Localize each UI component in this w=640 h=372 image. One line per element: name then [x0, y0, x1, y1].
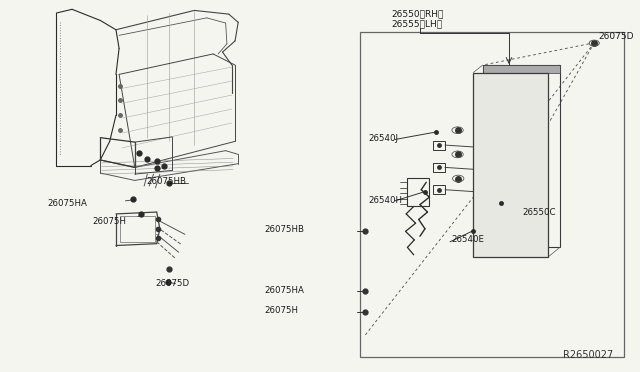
Text: 26550C: 26550C	[522, 208, 556, 217]
Bar	[433, 141, 445, 150]
Bar	[433, 163, 445, 172]
Text: 26075H: 26075H	[264, 307, 298, 315]
Text: 26075D: 26075D	[156, 279, 189, 288]
Text: 26075HA: 26075HA	[264, 286, 305, 295]
Text: 26540H: 26540H	[369, 196, 403, 205]
Bar	[360, 32, 624, 357]
Text: 26075HB: 26075HB	[264, 225, 305, 234]
Text: R2650027: R2650027	[563, 350, 613, 360]
Text: 26555〈LH〉: 26555〈LH〉	[391, 19, 442, 28]
Bar	[476, 74, 497, 110]
Bar	[483, 65, 560, 247]
Text: 26540E: 26540E	[451, 235, 484, 244]
Text: 26075HA: 26075HA	[47, 199, 87, 208]
Text: 26550〈RH〉: 26550〈RH〉	[391, 10, 444, 19]
Bar	[433, 185, 445, 194]
Bar	[408, 178, 429, 206]
Text: 26075H: 26075H	[93, 217, 127, 226]
Bar	[476, 213, 497, 255]
Bar	[483, 65, 560, 73]
Bar	[476, 116, 497, 160]
Text: 26075D: 26075D	[598, 32, 634, 41]
Text: 26540J: 26540J	[369, 134, 399, 143]
Bar	[120, 216, 156, 242]
Bar	[473, 73, 548, 257]
Bar	[476, 164, 497, 208]
Text: 26075HB: 26075HB	[146, 177, 186, 186]
